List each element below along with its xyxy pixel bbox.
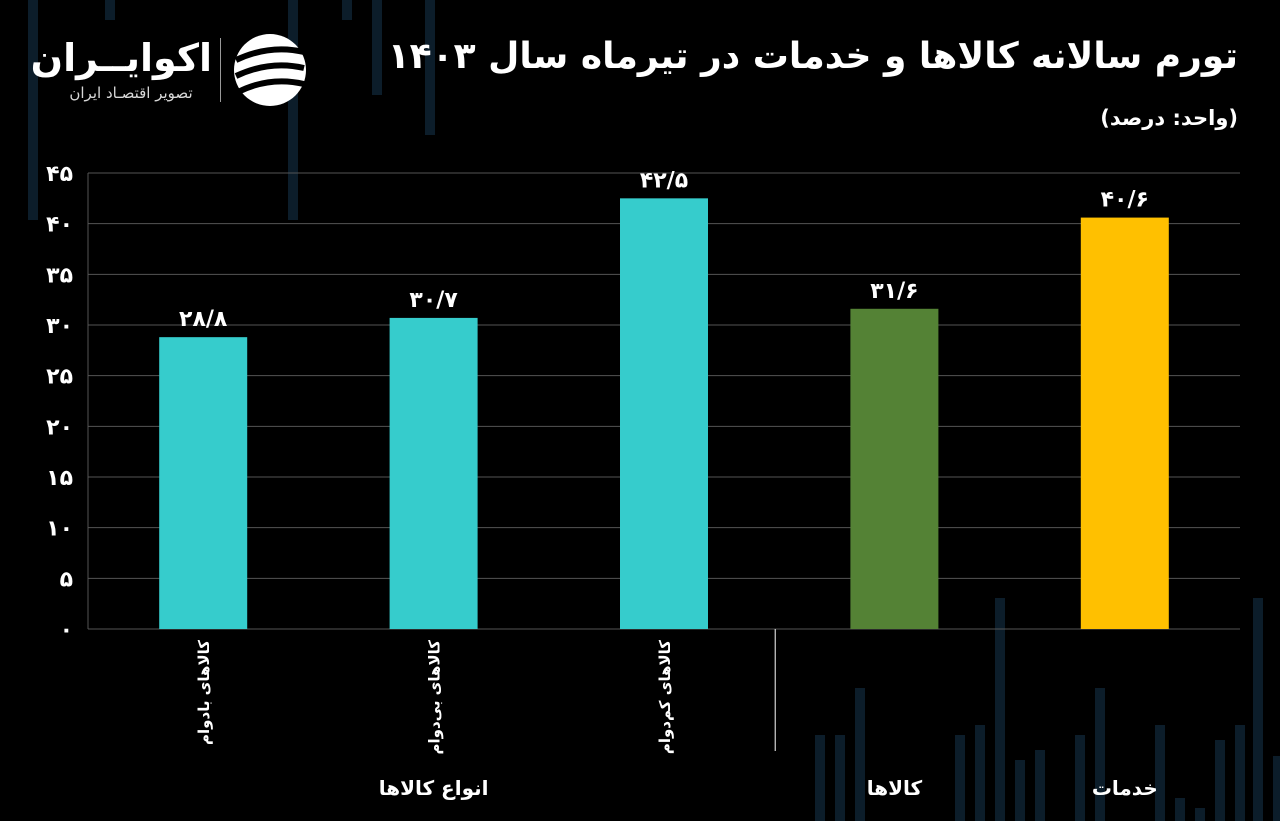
y-tick-label: ۳۵ (46, 263, 73, 288)
decor-candle (1075, 735, 1085, 821)
decor-candle (1175, 798, 1185, 821)
decor-candle (1095, 688, 1105, 821)
y-tick-label: ۰ (60, 618, 73, 643)
chart-title: تورم سالانه کالاها و خدمات در تیرماه سال… (387, 36, 1238, 77)
decor-candle (288, 0, 298, 220)
bar (620, 198, 708, 630)
y-tick-label: ۴۰ (46, 213, 73, 238)
decor-candle (1253, 598, 1263, 821)
y-tick-label: ۱۵ (46, 466, 73, 491)
decor-candle (835, 735, 845, 821)
bar-value-label: ۴۰/۶ (1101, 188, 1149, 213)
bar (1080, 217, 1169, 629)
bar (850, 308, 939, 629)
decor-candle (1273, 756, 1280, 821)
logo-tagline: تصویر اقتصـاد ایران (69, 84, 193, 102)
decor-candle (1035, 750, 1045, 821)
group-label: کالاها (867, 776, 923, 800)
decor-candle (815, 735, 825, 821)
x-category-label: کالاهای کم‌دوام (656, 640, 674, 754)
bar-value-label: ۳۱/۶ (870, 279, 918, 304)
y-tick-label: ۴۵ (46, 162, 73, 187)
logo-mark-icon (234, 34, 306, 106)
decor-candle (995, 598, 1005, 821)
y-tick-label: ۲۰ (46, 415, 73, 440)
logo-divider (220, 38, 221, 102)
y-tick-label: ۵ (60, 567, 73, 592)
decor-candle (372, 0, 382, 95)
brand-logo: اکوایــران تصویر اقتصـاد ایران (30, 32, 320, 112)
bar (159, 337, 248, 629)
decor-candle (1215, 740, 1225, 821)
y-tick-label: ۲۵ (46, 365, 73, 390)
decor-candle (425, 0, 435, 135)
decor-candle (975, 725, 985, 821)
bar (389, 317, 478, 629)
logo-name: اکوایــران (30, 36, 212, 80)
decor-candle (1235, 725, 1245, 821)
group-label: انواع کالاها (379, 776, 489, 800)
x-category-label: کالاهای بادوام (195, 640, 213, 745)
decor-candle (1015, 760, 1025, 821)
decor-candle (955, 735, 965, 821)
group-label: خدمات (1092, 776, 1158, 800)
y-tick-label: ۳۰ (46, 314, 73, 339)
bar-value-label: ۳۰/۷ (409, 288, 458, 313)
decor-candle (342, 0, 352, 20)
y-tick-label: ۱۰ (46, 517, 73, 542)
decor-candle (1195, 808, 1205, 821)
bar-value-label: ۲۸/۸ (179, 307, 228, 332)
decor-candle (105, 0, 115, 20)
decor-candle (1155, 725, 1165, 821)
x-category-label: کالاهای بی‌دوام (426, 640, 444, 755)
bar-value-label: ۴۲/۵ (640, 168, 688, 193)
unit-label: (واحد: درصد) (1100, 106, 1238, 130)
decor-candle (28, 0, 38, 220)
decor-candle (855, 688, 865, 821)
